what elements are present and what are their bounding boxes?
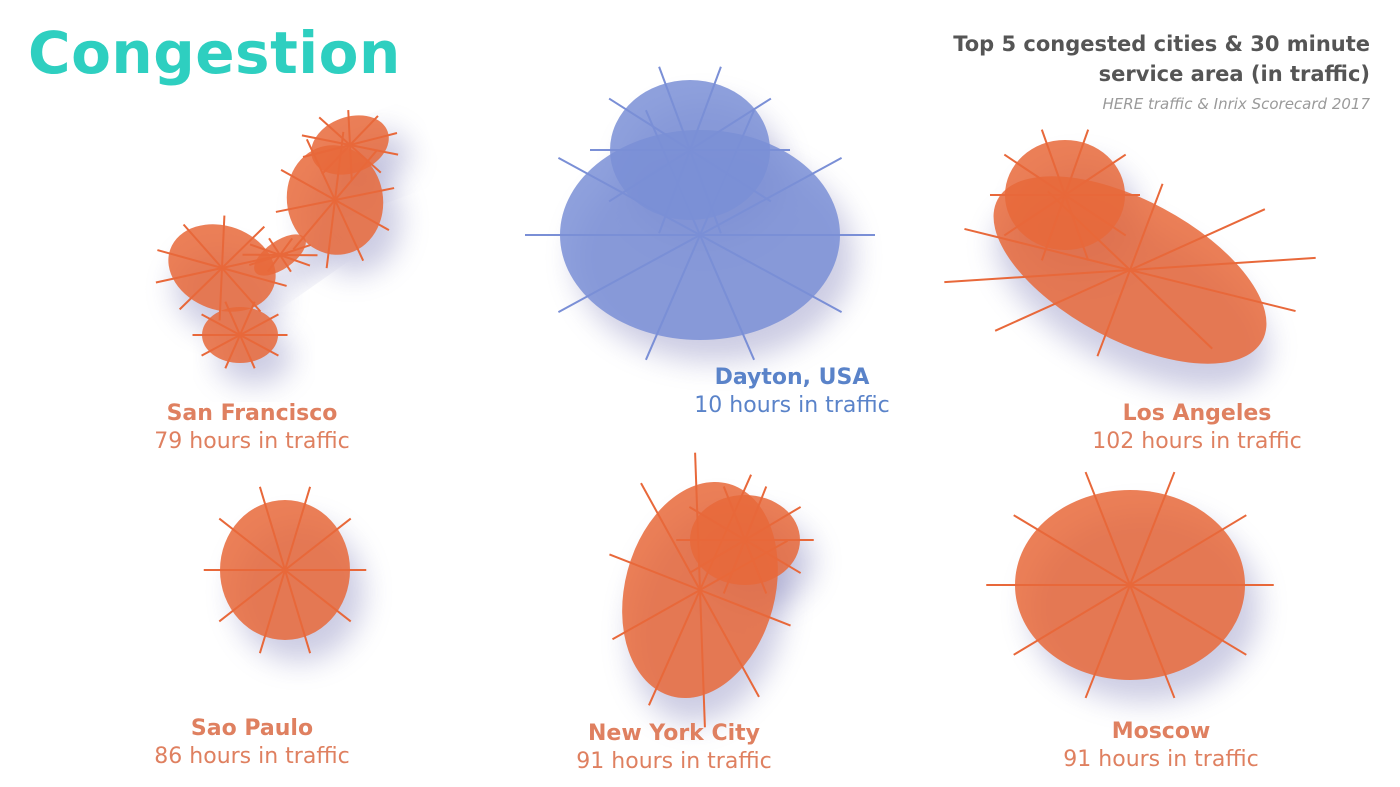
city-name: San Francisco bbox=[166, 401, 338, 426]
subtitle-line-1: Top 5 congested cities & 30 minute bbox=[953, 32, 1370, 56]
city-label-moscow: Moscow 91 hours in traffic bbox=[991, 718, 1331, 774]
city-name: New York City bbox=[587, 721, 761, 746]
page-subtitle: Top 5 congested cities & 30 minute servi… bbox=[850, 30, 1370, 90]
city-label-san-francisco: San Francisco 79 hours in traffic bbox=[82, 400, 422, 456]
city-name: Sao Paulo bbox=[190, 716, 314, 741]
city-hours: 91 hours in traffic bbox=[576, 748, 772, 774]
city-hours: 102 hours in traffic bbox=[1092, 428, 1302, 454]
service-area-dayton bbox=[525, 66, 875, 362]
city-hours: 91 hours in traffic bbox=[1063, 746, 1259, 772]
city-name: Dayton, USA bbox=[714, 365, 870, 390]
city-hours: 10 hours in traffic bbox=[694, 392, 890, 418]
source-credit: HERE traffic & Inrix Scorecard 2017 bbox=[1102, 95, 1370, 113]
subtitle-line-2: service area (in traffic) bbox=[1098, 61, 1370, 86]
service-area-moscow bbox=[986, 471, 1274, 702]
city-label-new-york-city: New York City 91 hours in traffic bbox=[504, 720, 844, 776]
city-name: Moscow bbox=[1111, 719, 1211, 744]
service-area-new-york-city bbox=[609, 452, 814, 728]
city-hours: 79 hours in traffic bbox=[154, 428, 350, 454]
city-label-dayton: Dayton, USA 10 hours in traffic bbox=[622, 364, 962, 420]
city-label-sao-paulo: Sao Paulo 86 hours in traffic bbox=[82, 715, 422, 771]
city-name: Los Angeles bbox=[1122, 401, 1272, 426]
service-area-san-francisco bbox=[155, 109, 410, 385]
page-title: Congestion bbox=[28, 19, 401, 87]
city-label-los-angeles: Los Angeles 102 hours in traffic bbox=[1027, 400, 1367, 456]
service-area-sao-paulo bbox=[203, 486, 367, 662]
service-area-los-angeles bbox=[944, 129, 1316, 390]
city-hours: 86 hours in traffic bbox=[154, 743, 350, 769]
